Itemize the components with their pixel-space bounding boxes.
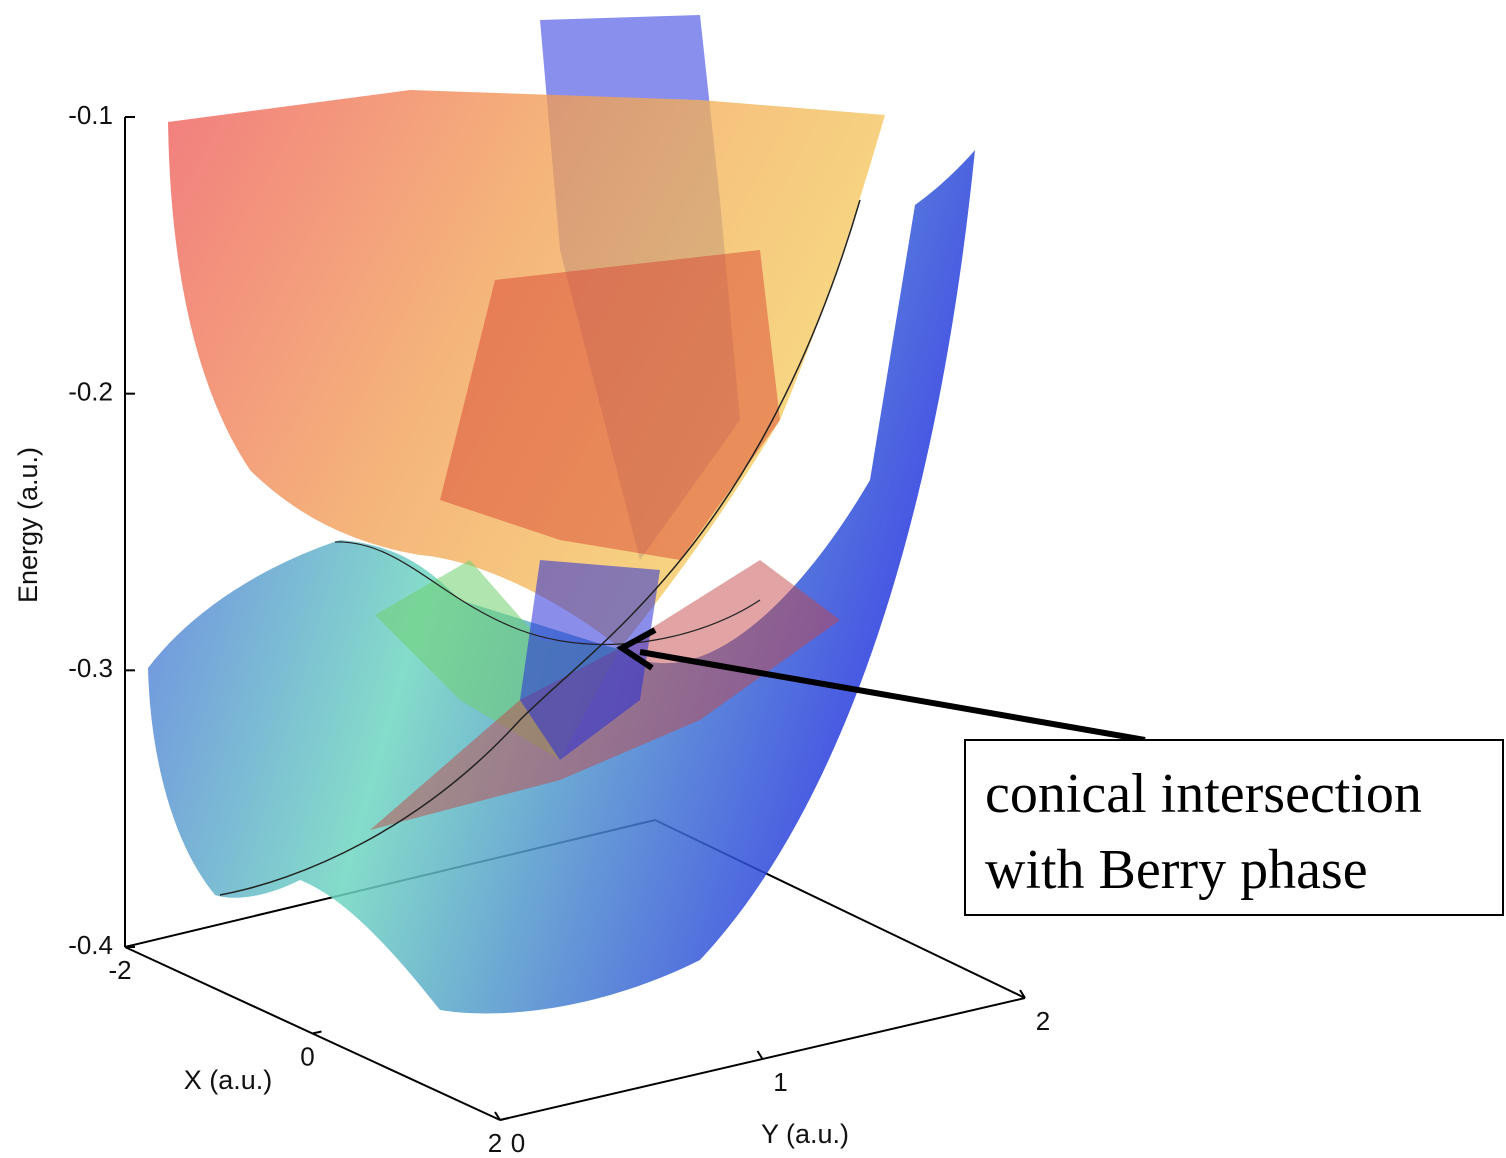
- y-axis-label: Y (a.u.): [761, 1119, 849, 1149]
- x-axis-label: X (a.u.): [184, 1065, 273, 1095]
- z-axis-label: Energy (a.u.): [13, 447, 43, 603]
- z-tick-label: -0.3: [68, 653, 113, 683]
- x-tick-label: -2: [108, 955, 131, 985]
- chart: Energy (a.u.) X (a.u.) Y (a.u.) conical …: [0, 0, 1506, 1158]
- z-tick-label: -0.1: [68, 100, 113, 130]
- y-tick-label: 0: [511, 1128, 525, 1158]
- y-tick-label: 1: [773, 1067, 787, 1097]
- x-tick-label: 0: [300, 1041, 314, 1071]
- annotation-text: conical intersection: [985, 763, 1422, 825]
- x-tick-label: 2: [488, 1128, 502, 1158]
- annotation-text: with Berry phase: [985, 839, 1368, 901]
- surface-fold: [440, 250, 780, 560]
- x-tick: [500, 1118, 509, 1120]
- y-tick: [758, 1051, 763, 1059]
- z-tick-label: -0.2: [68, 377, 113, 407]
- y-tick-label: 2: [1036, 1006, 1050, 1036]
- z-tick-label: -0.4: [68, 930, 113, 960]
- x-tick: [313, 1032, 322, 1034]
